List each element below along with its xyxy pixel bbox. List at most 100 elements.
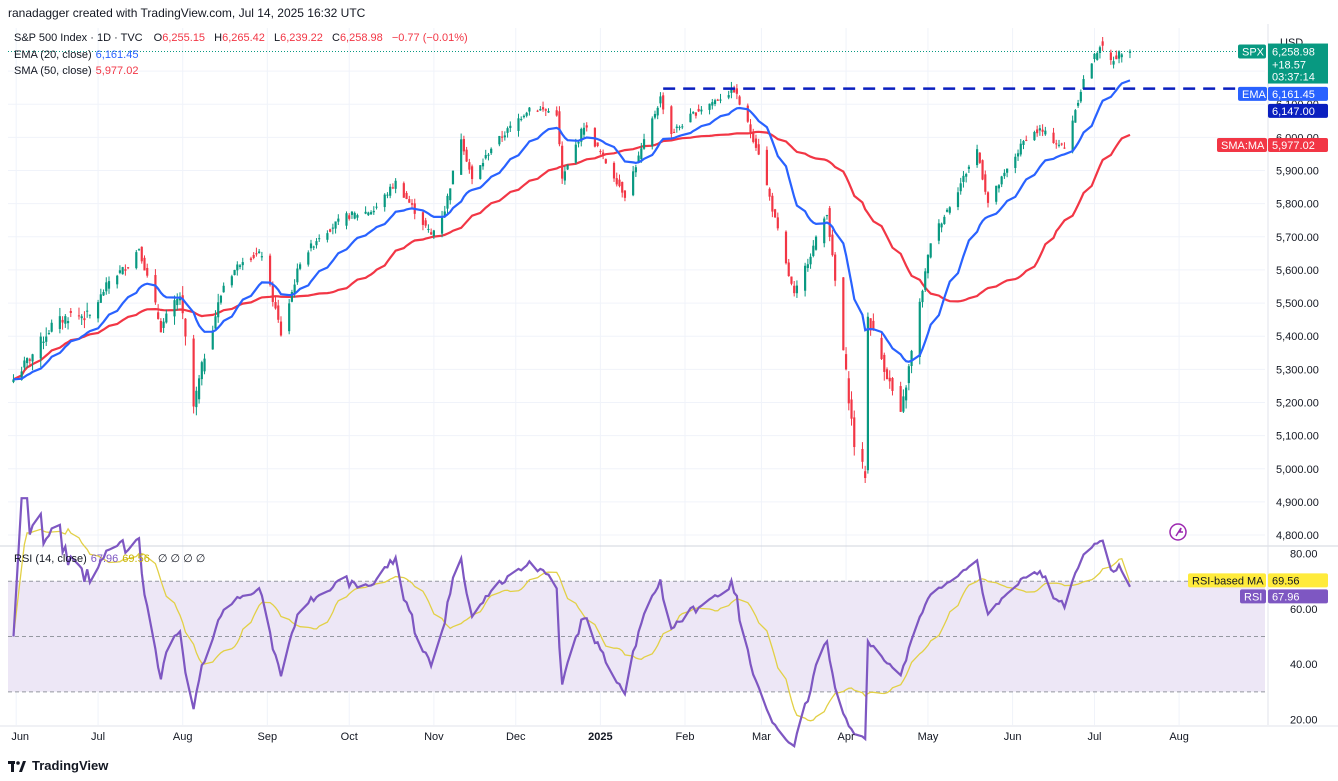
candle-body[interactable] (195, 390, 198, 408)
candle-body[interactable] (522, 115, 526, 118)
candle-body[interactable] (1041, 129, 1044, 132)
candle-body[interactable] (634, 167, 637, 173)
candle-body[interactable] (943, 216, 946, 224)
candle-body[interactable] (1120, 54, 1123, 58)
candle-body[interactable] (809, 256, 812, 265)
candle-body[interactable] (140, 246, 143, 262)
candle-body[interactable] (394, 180, 397, 189)
candle-body[interactable] (230, 276, 233, 286)
candle-body[interactable] (582, 127, 586, 135)
candle-body[interactable] (544, 109, 547, 111)
candle-body[interactable] (337, 218, 340, 222)
candle-body[interactable] (157, 312, 160, 319)
candle-body[interactable] (918, 301, 921, 358)
candle-body[interactable] (28, 359, 31, 361)
candle-body[interactable] (47, 333, 51, 335)
candle-body[interactable] (623, 190, 627, 198)
candle-body[interactable] (812, 245, 815, 256)
candle-body[interactable] (640, 148, 643, 160)
candle-body[interactable] (861, 448, 864, 462)
candle-body[interactable] (520, 118, 523, 120)
candle-body[interactable] (689, 113, 692, 123)
candle-body[interactable] (331, 227, 334, 229)
candle-body[interactable] (585, 125, 588, 128)
candle-body[interactable] (288, 303, 291, 332)
candle-body[interactable] (326, 233, 329, 240)
candle-body[interactable] (752, 132, 755, 142)
candle-body[interactable] (479, 165, 482, 179)
candle-body[interactable] (116, 275, 119, 285)
candle-body[interactable] (369, 212, 373, 215)
candle-body[interactable] (309, 243, 313, 249)
candle-body[interactable] (929, 243, 932, 258)
candle-body[interactable] (45, 336, 48, 342)
candles-group[interactable] (12, 36, 1132, 483)
candle-body[interactable] (1093, 53, 1096, 60)
candle-body[interactable] (997, 185, 1001, 189)
candle-body[interactable] (784, 231, 788, 264)
candle-body[interactable] (296, 268, 299, 283)
candle-body[interactable] (765, 149, 768, 186)
candle-body[interactable] (730, 87, 733, 93)
candle-body[interactable] (814, 236, 818, 250)
candle-body[interactable] (883, 354, 886, 372)
candle-body[interactable] (421, 212, 425, 225)
candle-body[interactable] (214, 316, 217, 329)
candle-body[interactable] (563, 171, 566, 181)
rsi-label[interactable]: RSI (14, close) (14, 553, 87, 565)
candle-body[interactable] (162, 321, 165, 328)
candle-body[interactable] (984, 174, 987, 192)
candle-body[interactable] (118, 270, 122, 273)
candle-body[interactable] (219, 295, 223, 303)
candle-body[interactable] (926, 254, 930, 274)
candle-body[interactable] (1014, 156, 1017, 168)
candle-body[interactable] (1025, 139, 1028, 141)
candle-body[interactable] (102, 292, 105, 296)
candle-body[interactable] (662, 95, 665, 110)
candle-body[interactable] (487, 154, 490, 156)
candle-body[interactable] (372, 210, 375, 213)
candle-body[interactable] (1036, 129, 1039, 134)
candle-body[interactable] (1006, 168, 1009, 173)
candle-body[interactable] (678, 126, 681, 128)
candle-body[interactable] (64, 316, 67, 324)
candle-body[interactable] (596, 142, 599, 146)
candle-body[interactable] (66, 321, 70, 324)
candle-body[interactable] (787, 262, 790, 276)
candle-body[interactable] (986, 192, 990, 203)
candle-body[interactable] (268, 255, 272, 285)
candle-body[interactable] (383, 194, 386, 208)
candle-body[interactable] (536, 110, 539, 112)
candle-body[interactable] (96, 302, 100, 319)
candle-body[interactable] (850, 399, 853, 419)
spark-icon[interactable] (1169, 523, 1187, 541)
candle-body[interactable] (905, 387, 908, 401)
candle-body[interactable] (39, 336, 42, 359)
candle-body[interactable] (768, 188, 771, 197)
candle-body[interactable] (353, 212, 356, 219)
candle-body[interactable] (842, 277, 845, 351)
candle-body[interactable] (105, 282, 108, 292)
candle-body[interactable] (675, 126, 678, 128)
candle-body[interactable] (255, 253, 258, 255)
candle-body[interactable] (962, 175, 965, 182)
candle-body[interactable] (26, 358, 29, 364)
sma-label[interactable]: SMA (50, close) (14, 65, 92, 77)
candle-body[interactable] (184, 318, 187, 337)
candle-body[interactable] (99, 294, 102, 303)
candle-body[interactable] (241, 262, 244, 266)
candle-body[interactable] (424, 220, 427, 226)
candle-body[interactable] (408, 199, 411, 203)
candle-body[interactable] (995, 185, 998, 202)
candle-body[interactable] (692, 112, 695, 114)
candle-body[interactable] (203, 358, 206, 372)
candle-body[interactable] (176, 298, 179, 306)
candle-body[interactable] (700, 109, 703, 112)
candle-body[interactable] (602, 152, 605, 155)
candle-body[interactable] (713, 100, 717, 105)
candle-body[interactable] (501, 136, 504, 138)
candle-body[interactable] (440, 216, 444, 234)
candle-body[interactable] (329, 229, 332, 232)
candle-body[interactable] (135, 252, 138, 269)
